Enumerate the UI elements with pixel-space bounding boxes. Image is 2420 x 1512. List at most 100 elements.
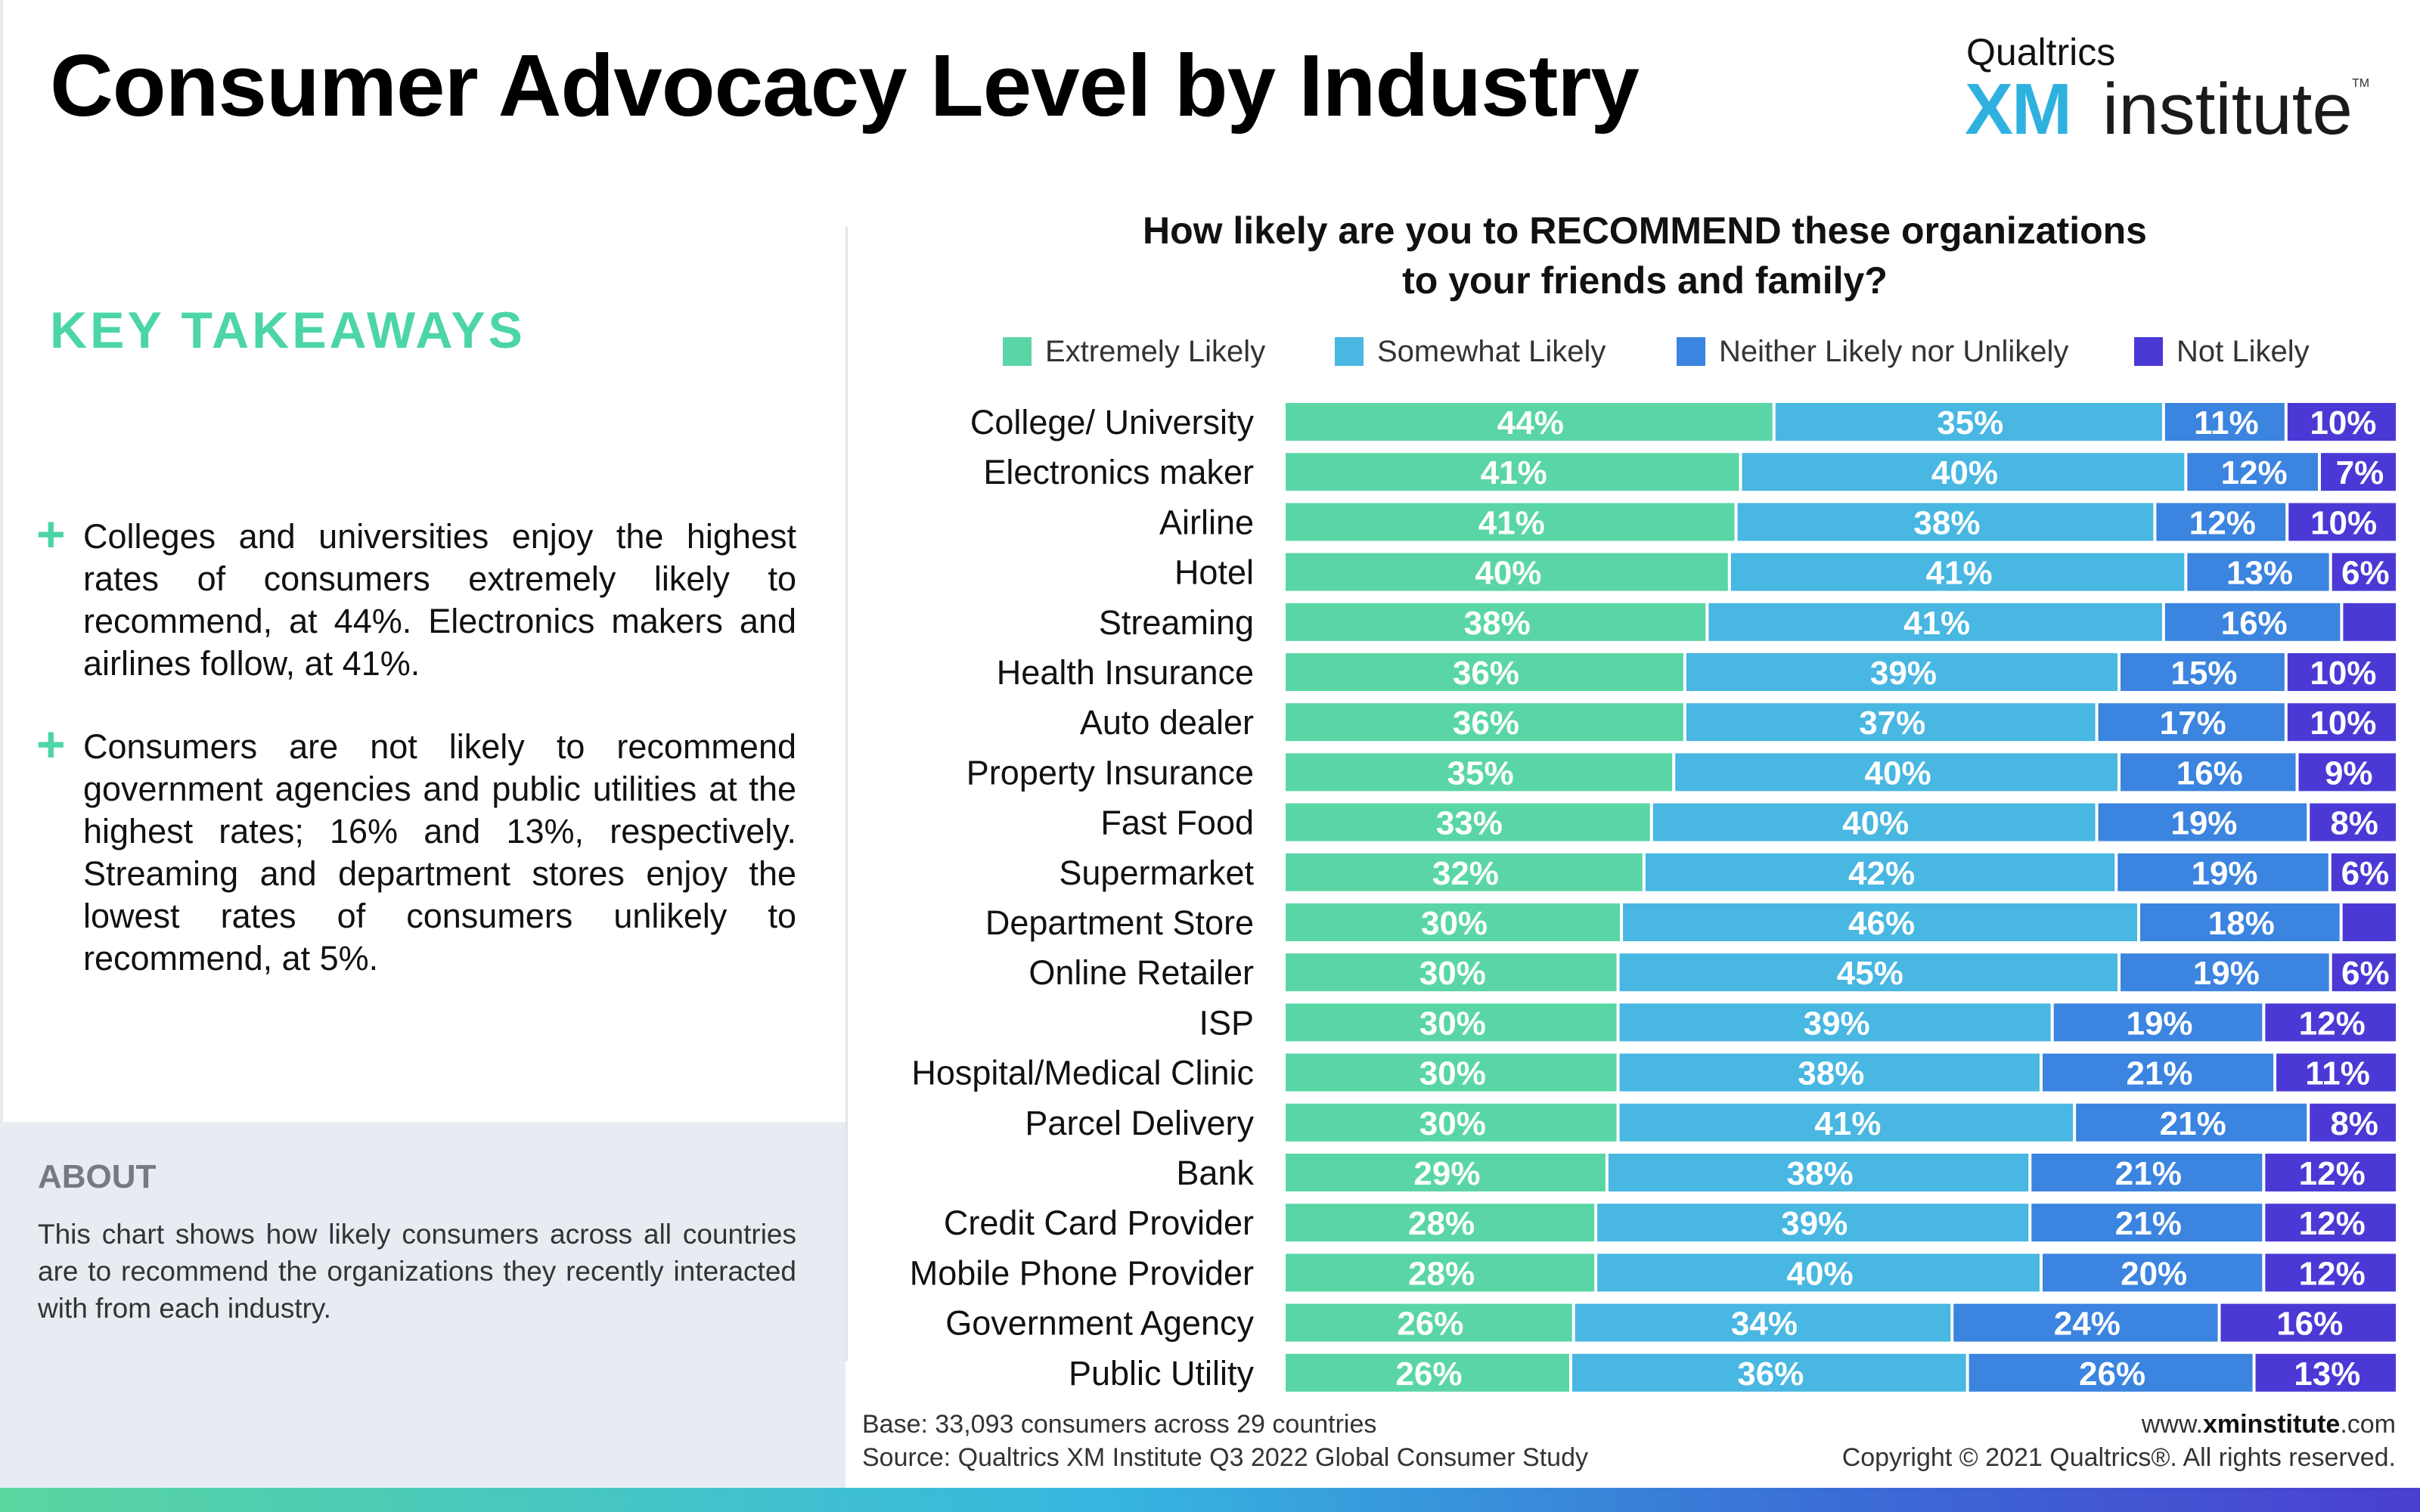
bar-segment	[1742, 453, 2185, 491]
about-text: This chart shows how likely consumers ac…	[38, 1219, 796, 1324]
bar-segment	[2042, 1253, 2263, 1292]
website-name: xminstitute	[2202, 1410, 2341, 1439]
data-label: 16%	[2221, 605, 2288, 642]
category-label: Mobile Phone Provider	[910, 1253, 1254, 1292]
category-label: Credit Card Provider	[944, 1204, 1254, 1242]
about-panel: ABOUT This chart shows how likely consum…	[0, 1122, 845, 1489]
bar-segment	[2118, 853, 2328, 891]
bar-segment	[2332, 953, 2396, 992]
bar-segment	[2220, 1303, 2396, 1342]
bar-segment	[2276, 1053, 2396, 1092]
bar-segment	[1286, 1154, 1606, 1191]
bar-segment	[2265, 1204, 2396, 1242]
data-label: 35%	[1447, 754, 1514, 792]
legend-swatch	[1335, 337, 1364, 366]
bar-segment	[1286, 903, 1621, 941]
bar-segment	[2031, 1154, 2263, 1191]
stacked-bar-chart: Extremely Likely Somewhat Likely Neither L…	[910, 335, 2396, 1393]
bar-segment	[1730, 553, 2185, 591]
bar-segment	[2265, 1253, 2396, 1292]
bar-segment	[2331, 853, 2396, 891]
data-label: 38%	[1787, 1155, 1854, 1192]
page-title: Consumer Advocacy Level by Industry	[50, 36, 1640, 135]
data-label: 33%	[1436, 805, 1503, 842]
bar-segment	[1575, 1303, 1951, 1342]
bar-segment	[2255, 1353, 2396, 1392]
data-label: 40%	[1931, 454, 1998, 491]
category-label: Streaming	[1099, 603, 1254, 642]
bar-segment	[1645, 853, 2115, 891]
data-label: 18%	[2208, 905, 2275, 942]
bar-segment	[2343, 603, 2396, 641]
category-label: ISP	[1199, 1003, 1254, 1042]
bar-segment	[1597, 1253, 2040, 1292]
bar-segment	[2310, 1103, 2396, 1142]
data-label: 44%	[1497, 404, 1564, 442]
bottom-gradient-band	[0, 1488, 2420, 1512]
bar-segment	[1286, 1303, 1572, 1342]
takeaway-text: Colleges and universities enjoy the high…	[83, 517, 796, 683]
logo-brand-text: Qualtrics	[1966, 31, 2116, 73]
chart-title: How likely are you to RECOMMEND these or…	[900, 206, 2390, 305]
data-label: 6%	[2341, 955, 2390, 992]
bar-segment	[1286, 1103, 1617, 1142]
data-label: 13%	[2294, 1356, 2360, 1393]
bar-segment	[2288, 503, 2396, 541]
data-label: 40%	[1475, 555, 1541, 592]
bar-segment	[1619, 1003, 2051, 1042]
bar-segment	[1775, 403, 2162, 441]
data-label: 21%	[2160, 1105, 2226, 1142]
category-label: Public Utility	[1069, 1354, 1255, 1393]
bar-segment	[2332, 553, 2396, 591]
data-label: 30%	[1419, 955, 1486, 992]
legend-label: Somewhat Likely	[1377, 335, 1606, 368]
bar-segment	[1286, 1204, 1595, 1242]
data-label: 12%	[2299, 1255, 2366, 1292]
data-label: 21%	[2115, 1155, 2182, 1192]
data-label: 10%	[2310, 655, 2376, 692]
data-label: 28%	[1408, 1255, 1475, 1292]
bar-segment	[2310, 803, 2396, 841]
legend-label: Neither Likely nor Unlikely	[1719, 335, 2068, 368]
bar-segment	[2098, 803, 2307, 841]
data-label: 10%	[2310, 504, 2377, 541]
data-label: 30%	[1419, 1005, 1486, 1042]
data-label: 24%	[2054, 1306, 2121, 1343]
bar-segment	[1597, 1204, 2029, 1242]
bar-segment	[1686, 653, 2118, 691]
bar-segment	[1286, 653, 1683, 691]
bar-segment	[1286, 503, 1735, 541]
key-takeaways-heading: KEY TAKEAWAYS	[50, 302, 526, 359]
about-heading: ABOUT	[38, 1158, 157, 1195]
data-label: 8%	[2330, 1105, 2378, 1142]
chart-title-line: How likely are you to RECOMMEND these or…	[1142, 209, 2147, 252]
data-label: 21%	[2126, 1055, 2192, 1092]
bar-segment	[2342, 903, 2396, 941]
footer-credits: www.xminstitute.com Copyright © 2021 Qua…	[1842, 1408, 2396, 1474]
category-label: Bank	[1176, 1154, 1254, 1192]
copyright-text: Copyright © 2021 Qualtrics®. All rights …	[1841, 1443, 2396, 1472]
bar-segment	[2287, 703, 2396, 742]
category-label: Online Retailer	[1028, 953, 1254, 992]
website-suffix: .com	[2340, 1410, 2396, 1439]
data-label: 40%	[1842, 805, 1909, 842]
data-label: 17%	[2160, 705, 2226, 742]
bar-segment	[1675, 753, 2118, 792]
data-label: 35%	[1937, 404, 2003, 442]
website-link[interactable]: www.xminstitute.com	[1842, 1408, 2396, 1441]
bar-segment	[1286, 1003, 1617, 1042]
data-label: 39%	[1804, 1005, 1870, 1042]
data-label: 40%	[1787, 1255, 1854, 1292]
bar-segment	[2140, 903, 2340, 941]
data-label: 6%	[2341, 555, 2390, 592]
data-label: 11%	[2305, 1055, 2370, 1092]
category-label: Auto dealer	[1080, 703, 1254, 742]
data-label: 36%	[1453, 655, 1519, 692]
bar-segment	[2053, 1003, 2263, 1042]
bar-segment	[1286, 603, 1706, 641]
category-label: College/ University	[970, 403, 1255, 442]
data-label: 45%	[1837, 955, 1903, 992]
data-label: 26%	[1395, 1356, 1462, 1393]
bar-segment	[1286, 853, 1643, 891]
bar-segment	[1286, 553, 1728, 591]
